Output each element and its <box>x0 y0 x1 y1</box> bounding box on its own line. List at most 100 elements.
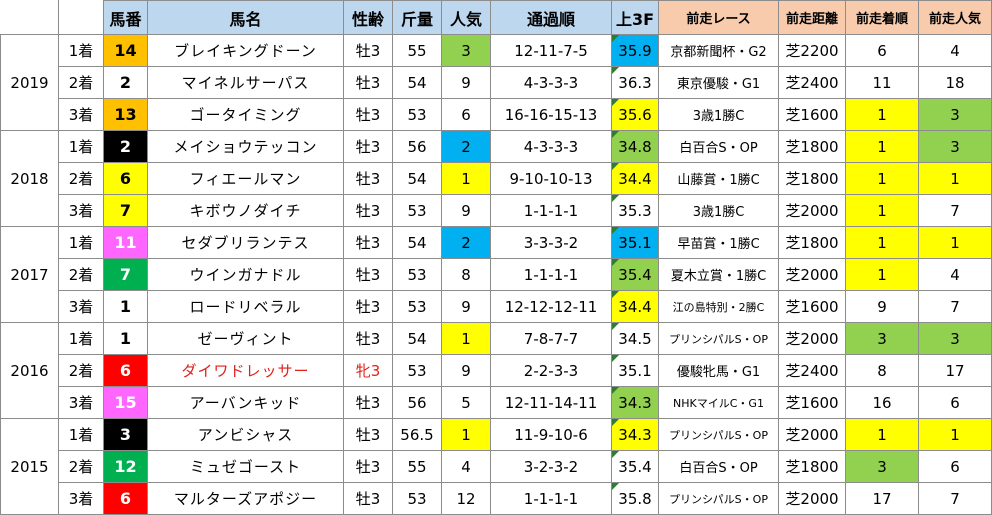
prev-popularity-cell: 6 <box>918 450 992 483</box>
weight-cell: 54 <box>392 66 442 99</box>
sex-age-cell: 牡3 <box>343 258 393 291</box>
prev-race-cell: 江の島特別・2勝C <box>658 290 779 323</box>
horse-name-cell: キボウノダイチ <box>147 194 344 227</box>
popularity-cell: 8 <box>441 258 491 291</box>
popularity-cell: 9 <box>441 194 491 227</box>
prev-popularity-cell: 1 <box>918 226 992 259</box>
prev-popularity-cell: 7 <box>918 290 992 323</box>
passing-order-cell: 12-12-12-11 <box>490 290 612 323</box>
horse-name-cell: フィエールマン <box>147 162 344 195</box>
last-3f-cell: 34.4 <box>611 290 659 323</box>
rank-cell: 3着 <box>58 386 104 419</box>
horse-number-cell: 1 <box>103 322 148 355</box>
header-weight: 斤量 <box>392 0 442 35</box>
prev-distance-cell: 芝2000 <box>778 482 846 515</box>
last-3f-cell: 34.3 <box>611 386 659 419</box>
horse-number-cell: 6 <box>103 162 148 195</box>
prev-popularity-cell: 6 <box>918 386 992 419</box>
table-row: 2015 1着 3 アンビシャス 牡3 56.5 1 11-9-10-6 34.3 プリンシパルS… <box>0 418 992 515</box>
weight-cell: 53 <box>392 194 442 227</box>
popularity-cell: 2 <box>441 226 491 259</box>
prev-race-cell: プリンシパルS・OP <box>658 418 779 451</box>
prev-rank-cell: 1 <box>845 130 919 163</box>
table-row: 2着 7 ウインガナドル 牡3 53 8 1-1-1-1 35.4 夏木立賞・1勝C 芝2000 1… <box>1 258 992 291</box>
horse-number-cell: 1 <box>103 290 148 323</box>
prev-distance-cell: 芝2000 <box>778 322 846 355</box>
horse-number-cell: 7 <box>103 258 148 291</box>
prev-rank-cell: 1 <box>845 194 919 227</box>
prev-rank-cell: 6 <box>845 34 919 67</box>
table-row: 2着 2 マイネルサーパス 牡3 54 9 4-3-3-3 36.3 東京優駿・G1 芝2400 1… <box>1 66 992 99</box>
prev-rank-cell: 1 <box>845 418 919 451</box>
weight-cell: 54 <box>392 162 442 195</box>
rank-cell: 2着 <box>58 258 104 291</box>
horse-number-cell: 11 <box>103 226 148 259</box>
passing-order-cell: 12-11-7-5 <box>490 34 612 67</box>
rank-cell: 2着 <box>58 354 104 387</box>
rank-cell: 1着 <box>58 226 104 259</box>
weight-cell: 55 <box>392 450 442 483</box>
header-prev-distance: 前走距離 <box>778 0 846 35</box>
passing-order-cell: 1-1-1-1 <box>490 482 612 515</box>
prev-distance-cell: 芝2000 <box>778 194 846 227</box>
table-row: 3着 15 アーバンキッド 牡3 56 5 12-11-14-11 34.3 NHKマイルC・G… <box>1 386 992 419</box>
header-horse-name: 馬名 <box>147 0 344 35</box>
prev-distance-cell: 芝1600 <box>778 386 846 419</box>
sex-age-cell: 牡3 <box>343 66 393 99</box>
passing-order-cell: 16-16-15-13 <box>490 98 612 131</box>
table-row: 3着 13 ゴータイミング 牡3 53 6 16-16-15-13 35.6 3歳1勝C 芝160… <box>1 98 992 131</box>
header-row: 馬番 馬名 性齢 斤量 人気 通過順 上3F 前走レース 前走距離 前走着順 前… <box>0 0 992 35</box>
popularity-cell: 1 <box>441 162 491 195</box>
sex-age-cell: 牡3 <box>343 194 393 227</box>
prev-rank-cell: 8 <box>845 354 919 387</box>
year-cell: 2016 <box>0 322 59 419</box>
last-3f-cell: 35.6 <box>611 98 659 131</box>
last-3f-cell: 34.4 <box>611 162 659 195</box>
table-body: 2019 1着 14 ブレイキングドーン 牡3 55 3 12-11-7-5 35.9 京都新聞杯… <box>0 34 992 515</box>
rank-cell: 1着 <box>58 130 104 163</box>
sex-age-cell: 牡3 <box>343 482 393 515</box>
header-horse-number: 馬番 <box>103 0 148 35</box>
popularity-cell: 9 <box>441 290 491 323</box>
table-row: 3着 6 マルターズアポジー 牡3 53 12 1-1-1-1 35.8 プリンシパルS・OP 芝… <box>1 482 992 515</box>
passing-order-cell: 11-9-10-6 <box>490 418 612 451</box>
popularity-cell: 3 <box>441 34 491 67</box>
prev-popularity-cell: 3 <box>918 322 992 355</box>
horse-name-cell: メイショウテッコン <box>147 130 344 163</box>
last-3f-cell: 35.8 <box>611 482 659 515</box>
header-prev-rank: 前走着順 <box>845 0 919 35</box>
prev-rank-cell: 1 <box>845 162 919 195</box>
table-header: 馬番 馬名 性齢 斤量 人気 通過順 上3F 前走レース 前走距離 前走着順 前… <box>0 0 992 35</box>
year-cell: 2018 <box>0 130 59 227</box>
sex-age-cell: 牝3 <box>343 354 393 387</box>
header-year <box>0 0 59 35</box>
passing-order-cell: 7-8-7-7 <box>490 322 612 355</box>
prev-distance-cell: 芝1600 <box>778 290 846 323</box>
horse-number-cell: 3 <box>103 418 148 451</box>
last-3f-cell: 35.1 <box>611 354 659 387</box>
horse-number-cell: 2 <box>103 130 148 163</box>
prev-distance-cell: 芝1800 <box>778 162 846 195</box>
rank-cell: 1着 <box>58 34 104 67</box>
horse-name-cell: ウインガナドル <box>147 258 344 291</box>
last-3f-cell: 34.8 <box>611 130 659 163</box>
rank-cell: 2着 <box>58 162 104 195</box>
prev-race-cell: 白百合S・OP <box>658 450 779 483</box>
horse-number-cell: 6 <box>103 354 148 387</box>
prev-race-cell: 早苗賞・1勝C <box>658 226 779 259</box>
sex-age-cell: 牡3 <box>343 98 393 131</box>
passing-order-cell: 4-3-3-3 <box>490 66 612 99</box>
sex-age-cell: 牡3 <box>343 162 393 195</box>
prev-popularity-cell: 1 <box>918 162 992 195</box>
prev-distance-cell: 芝2000 <box>778 418 846 451</box>
prev-distance-cell: 芝1800 <box>778 450 846 483</box>
prev-rank-cell: 17 <box>845 482 919 515</box>
horse-number-cell: 14 <box>103 34 148 67</box>
popularity-cell: 1 <box>441 418 491 451</box>
prev-rank-cell: 16 <box>845 386 919 419</box>
rank-cell: 3着 <box>58 290 104 323</box>
passing-order-cell: 9-10-10-13 <box>490 162 612 195</box>
table-row: 2着 6 フィエールマン 牡3 54 1 9-10-10-13 34.4 山藤賞・1勝C 芝180… <box>1 162 992 195</box>
prev-rank-cell: 1 <box>845 226 919 259</box>
